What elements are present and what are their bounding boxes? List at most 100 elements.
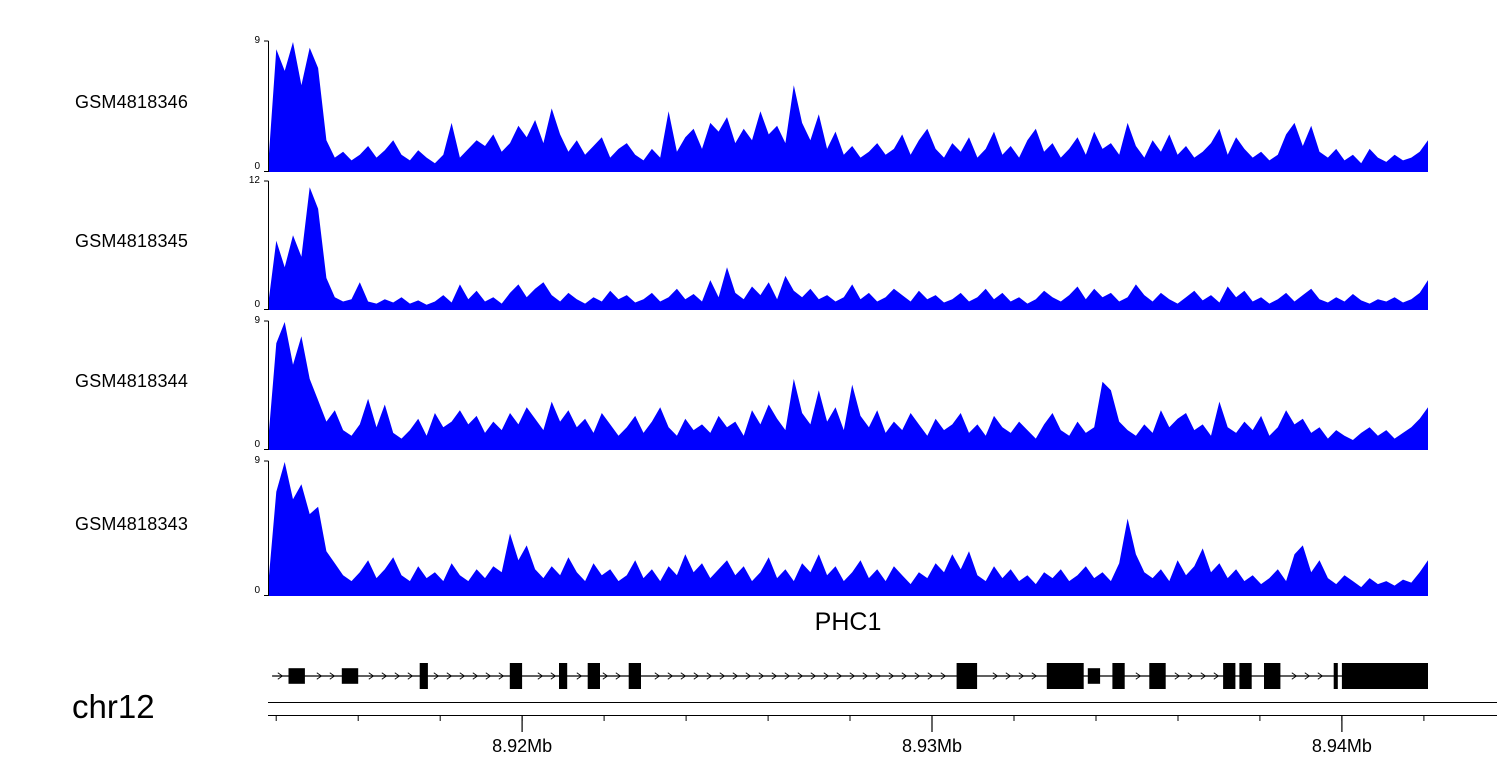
coverage-track: GSM4818345 12 0 <box>0 176 1500 310</box>
strand-arrow-icon <box>940 672 947 680</box>
exon <box>628 663 641 689</box>
y-axis-zero-label: 0 <box>254 585 260 596</box>
strand-arrow-icon <box>459 672 466 680</box>
y-axis-max-label: 12 <box>248 175 260 186</box>
strand-arrow-icon <box>498 672 505 680</box>
strand-arrow-icon <box>1031 672 1038 680</box>
coverage-plot <box>264 40 1428 172</box>
strand-arrow-icon <box>615 672 622 680</box>
exon <box>1333 663 1338 689</box>
coverage-area <box>268 322 1428 450</box>
exon <box>956 663 978 689</box>
coverage-plot <box>264 460 1428 596</box>
exon <box>1087 668 1101 684</box>
track-label: GSM4818346 <box>75 92 189 112</box>
gene-title: PHC1 <box>814 608 882 636</box>
strand-arrow-icon <box>693 672 700 680</box>
strand-arrow-icon <box>602 672 609 680</box>
y-axis-max-label: 9 <box>254 455 260 466</box>
coverage-track: GSM4818343 9 0 <box>0 456 1500 596</box>
strand-arrow-icon <box>914 672 921 680</box>
strand-arrow-icon <box>992 672 999 680</box>
strand-arrow-icon <box>836 672 843 680</box>
exon <box>1341 663 1428 689</box>
coverage-plot <box>264 320 1428 450</box>
strand-arrow-icon <box>485 672 492 680</box>
exon <box>341 668 359 684</box>
strand-arrow-icon <box>433 672 440 680</box>
coverage-area <box>268 42 1428 172</box>
y-axis-zero-label: 0 <box>254 161 260 172</box>
strand-arrow-icon <box>329 672 336 680</box>
strand-arrow-icon <box>862 672 869 680</box>
strand-arrow-icon <box>875 672 882 680</box>
strand-arrow-icon <box>849 672 856 680</box>
strand-arrow-icon <box>927 672 934 680</box>
exon <box>1264 663 1281 689</box>
tick-label: 8.92Mb <box>492 736 553 756</box>
strand-arrow-icon <box>732 672 739 680</box>
strand-arrow-icon <box>706 672 713 680</box>
strand-arrow-icon <box>784 672 791 680</box>
exon <box>1239 663 1252 689</box>
strand-arrow-icon <box>407 672 414 680</box>
strand-arrow-icon <box>888 672 895 680</box>
strand-arrow-icon <box>316 672 323 680</box>
coverage-track: GSM4818346 9 0 <box>0 36 1500 172</box>
strand-arrow-icon <box>771 672 778 680</box>
coverage-track: GSM4818344 9 0 <box>0 316 1500 450</box>
strand-arrow-icon <box>537 672 544 680</box>
exon <box>559 663 568 689</box>
strand-arrow-icon <box>1135 672 1142 680</box>
y-axis-zero-label: 0 <box>254 439 260 450</box>
coverage-plot <box>264 180 1428 310</box>
exon <box>288 668 305 684</box>
strand-arrow-icon <box>1187 672 1194 680</box>
exon <box>1149 663 1166 689</box>
gene-model-track <box>272 663 1428 689</box>
strand-arrow-icon <box>472 672 479 680</box>
track-label: GSM4818345 <box>75 231 189 251</box>
strand-arrow-icon <box>1291 672 1298 680</box>
strand-arrow-icon <box>680 672 687 680</box>
strand-arrow-icon <box>368 672 375 680</box>
strand-arrow-icon <box>550 672 557 680</box>
tick-label: 8.93Mb <box>901 736 963 756</box>
track-label: GSM4818343 <box>75 514 189 534</box>
exon <box>509 663 523 689</box>
strand-arrow-icon <box>1213 672 1220 680</box>
exon <box>419 663 428 689</box>
y-axis-max-label: 9 <box>254 35 260 46</box>
strand-arrow-icon <box>654 672 661 680</box>
y-axis-max-label: 9 <box>254 315 260 326</box>
strand-arrow-icon <box>277 672 284 680</box>
exon <box>1223 663 1236 689</box>
strand-arrow-icon <box>719 672 726 680</box>
coverage-area <box>268 187 1428 310</box>
strand-arrow-icon <box>758 672 765 680</box>
strand-arrow-icon <box>810 672 817 680</box>
strand-arrow-icon <box>1174 672 1181 680</box>
tick-label: 8.94Mb <box>1311 736 1372 756</box>
strand-arrow-icon <box>1200 672 1207 680</box>
exon <box>1046 663 1084 689</box>
coverage-area <box>268 462 1428 596</box>
strand-arrow-icon <box>1018 672 1025 680</box>
strand-arrow-icon <box>1005 672 1012 680</box>
exon <box>587 663 600 689</box>
strand-arrow-icon <box>823 672 830 680</box>
strand-arrow-icon <box>901 672 908 680</box>
y-axis-zero-label: 0 <box>254 299 260 310</box>
strand-arrow-icon <box>745 672 752 680</box>
strand-arrow-icon <box>394 672 401 680</box>
strand-arrow-icon <box>667 672 674 680</box>
strand-arrow-icon <box>381 672 388 680</box>
strand-arrow-icon <box>1304 672 1311 680</box>
strand-arrow-icon <box>1317 672 1324 680</box>
strand-arrow-icon <box>576 672 583 680</box>
chromosome-label: chr12 <box>72 688 155 725</box>
strand-arrow-icon <box>797 672 804 680</box>
exon <box>1112 663 1125 689</box>
track-label: GSM4818344 <box>75 371 189 391</box>
